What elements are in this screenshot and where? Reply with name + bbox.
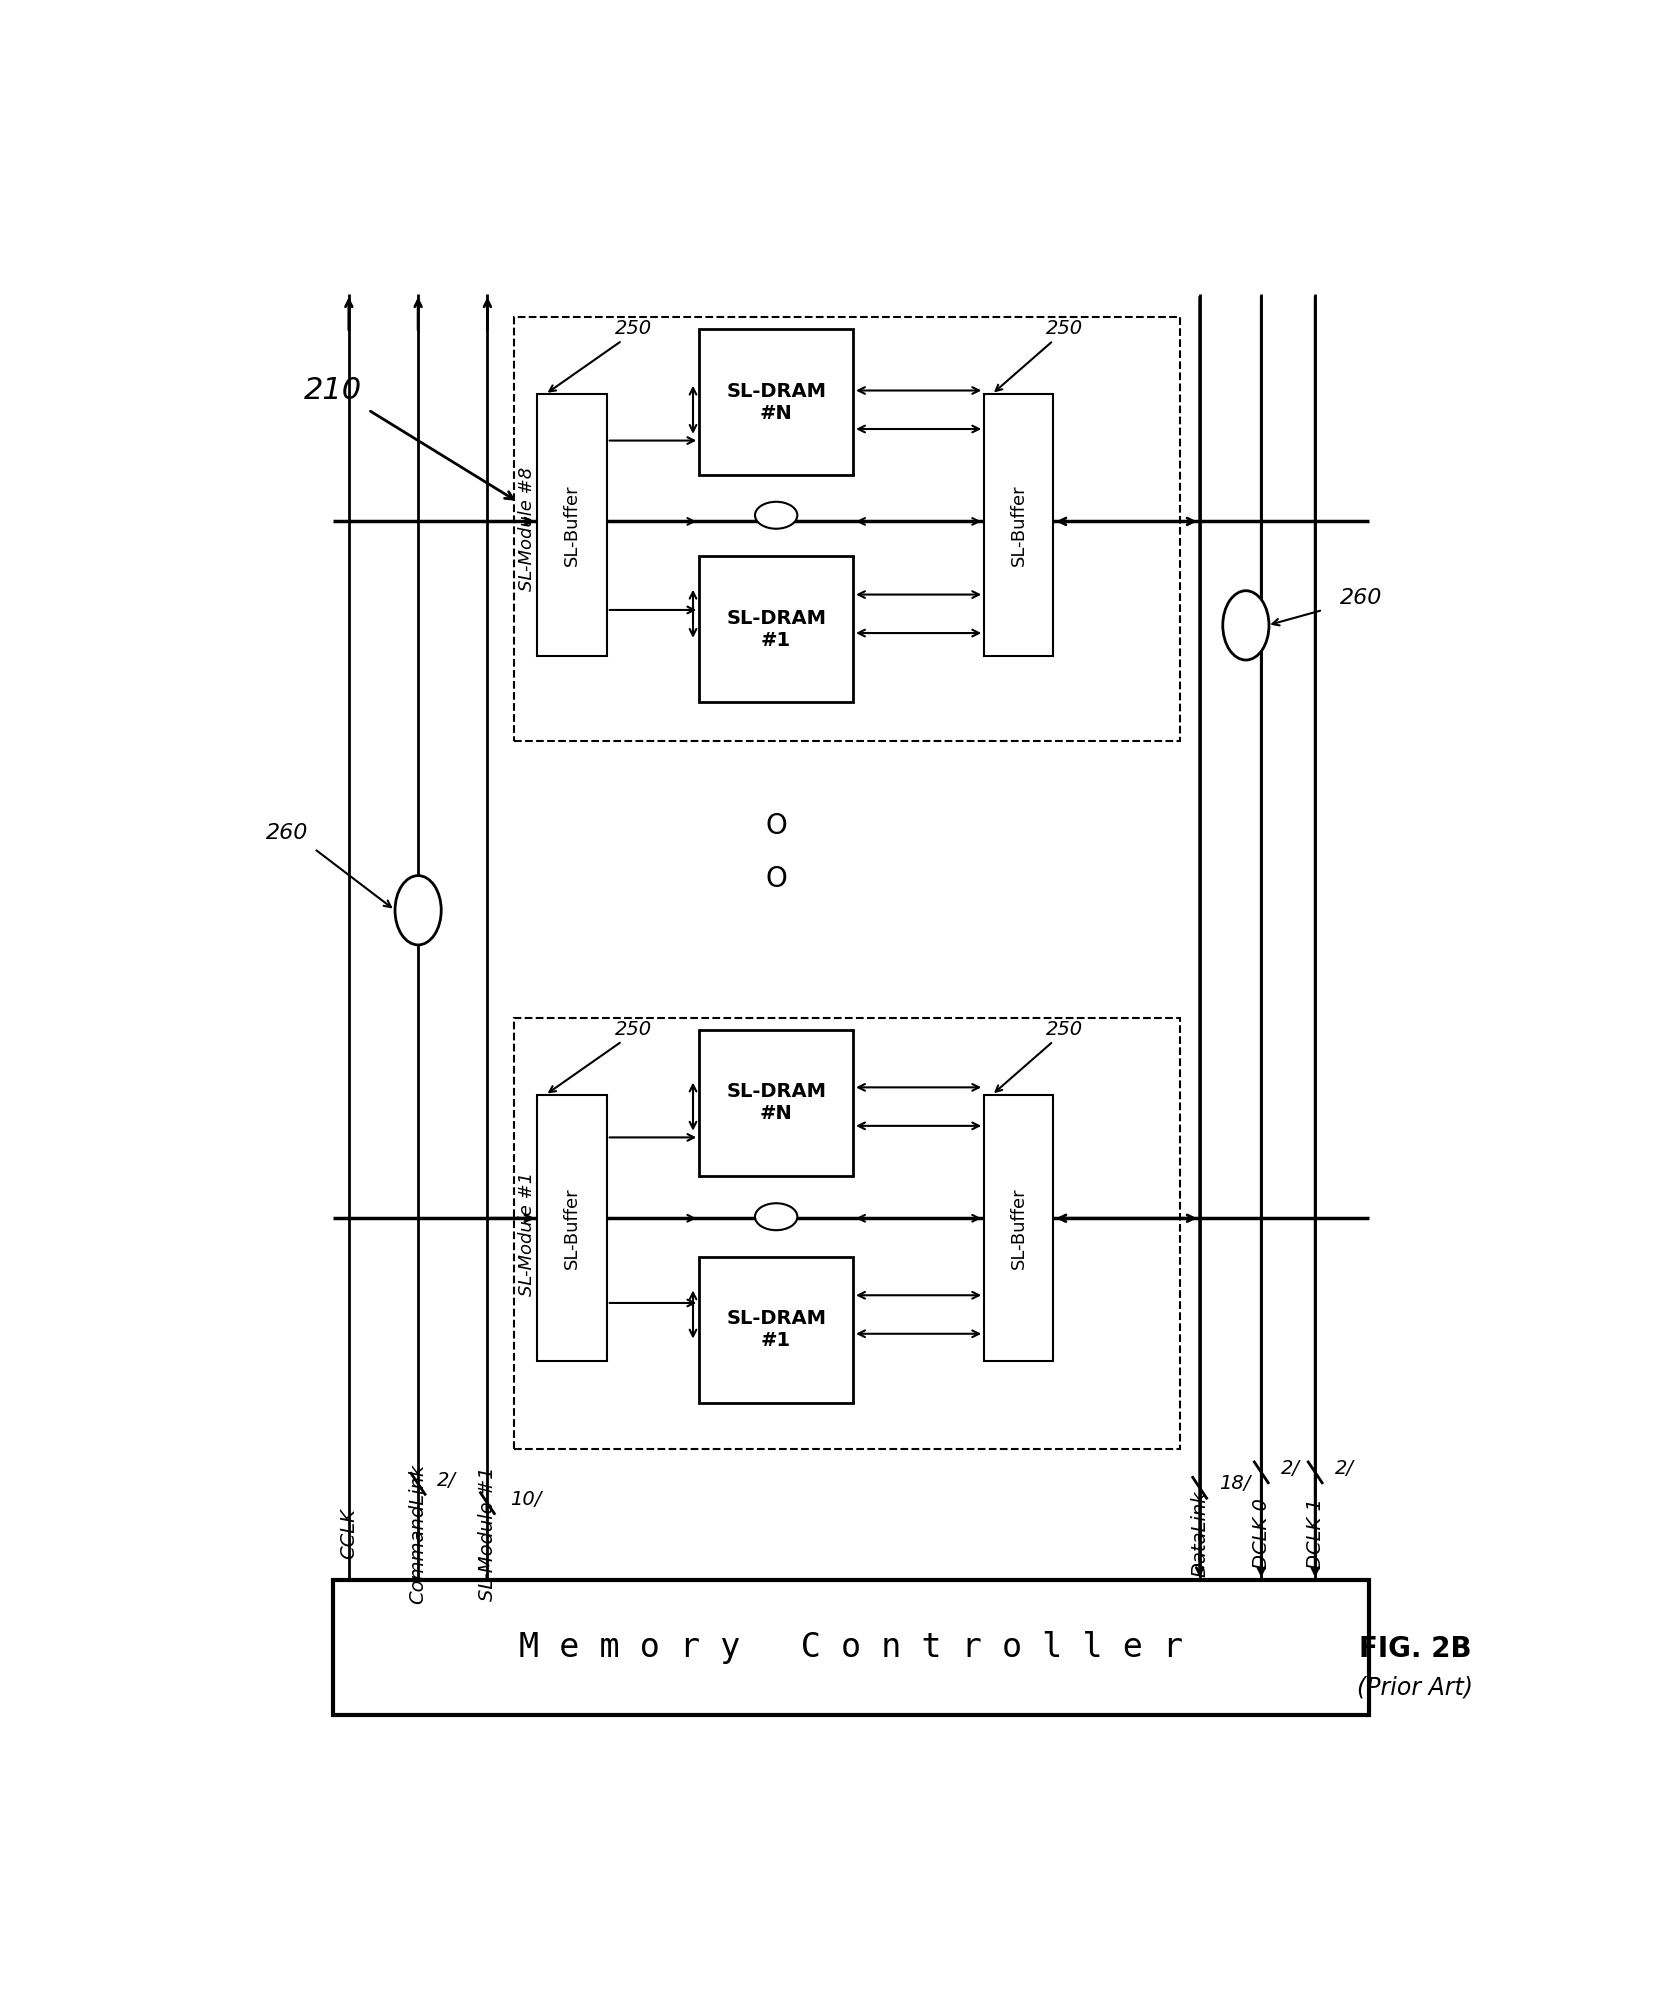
Bar (984, 1096, 1053, 1360)
Text: FIG. 2B: FIG. 2B (1358, 1636, 1471, 1662)
Text: SL-DRAM
#1: SL-DRAM #1 (727, 609, 826, 649)
Text: SL-Buffer: SL-Buffer (1009, 485, 1028, 567)
Ellipse shape (756, 503, 798, 529)
Text: SL-Buffer: SL-Buffer (562, 485, 581, 567)
Text: SL-Module #1: SL-Module #1 (479, 1466, 497, 1600)
Bar (514, 1018, 1180, 1450)
Text: 250: 250 (615, 318, 651, 339)
Bar (698, 328, 853, 475)
Text: SL-DRAM
#1: SL-DRAM #1 (727, 1310, 826, 1350)
Text: SL-DRAM
#N: SL-DRAM #N (727, 1082, 826, 1124)
Bar (698, 557, 853, 703)
Text: O: O (766, 811, 787, 839)
Bar (537, 395, 606, 657)
Text: (Prior Art): (Prior Art) (1357, 1677, 1472, 1701)
Text: 2/: 2/ (1335, 1458, 1353, 1478)
Bar (698, 1030, 853, 1176)
Text: 250: 250 (1046, 318, 1083, 339)
Text: DCLK 0: DCLK 0 (1253, 1498, 1271, 1570)
Text: 260: 260 (1340, 589, 1382, 609)
Text: 250: 250 (1046, 1020, 1083, 1040)
Text: M e m o r y   C o n t r o l l e r: M e m o r y C o n t r o l l e r (519, 1630, 1184, 1664)
Bar (514, 316, 1180, 741)
Text: SL-Buffer: SL-Buffer (562, 1188, 581, 1268)
Text: 2/: 2/ (1281, 1458, 1300, 1478)
Bar (334, 1580, 1368, 1715)
Text: SL-DRAM
#N: SL-DRAM #N (727, 381, 826, 423)
Text: 10/: 10/ (510, 1490, 542, 1508)
Text: CCLK: CCLK (339, 1508, 358, 1560)
Text: 210: 210 (304, 377, 363, 405)
Text: O: O (766, 865, 787, 893)
Text: SL-Module #1: SL-Module #1 (517, 1172, 536, 1296)
Ellipse shape (395, 875, 442, 945)
Text: SL-Buffer: SL-Buffer (1009, 1188, 1028, 1268)
Text: DCLK 1: DCLK 1 (1306, 1498, 1325, 1570)
Bar (984, 395, 1053, 657)
Text: 250: 250 (615, 1020, 651, 1040)
Text: 2/: 2/ (437, 1470, 457, 1490)
Text: 260: 260 (265, 823, 309, 843)
Text: CommandLink: CommandLink (408, 1464, 428, 1604)
Text: SL-Module #8: SL-Module #8 (517, 467, 536, 591)
Bar (537, 1096, 606, 1360)
Ellipse shape (756, 1204, 798, 1230)
Text: 18/: 18/ (1219, 1474, 1251, 1494)
Bar (698, 1256, 853, 1402)
Text: DataLink: DataLink (1190, 1490, 1209, 1576)
Ellipse shape (1222, 591, 1269, 661)
